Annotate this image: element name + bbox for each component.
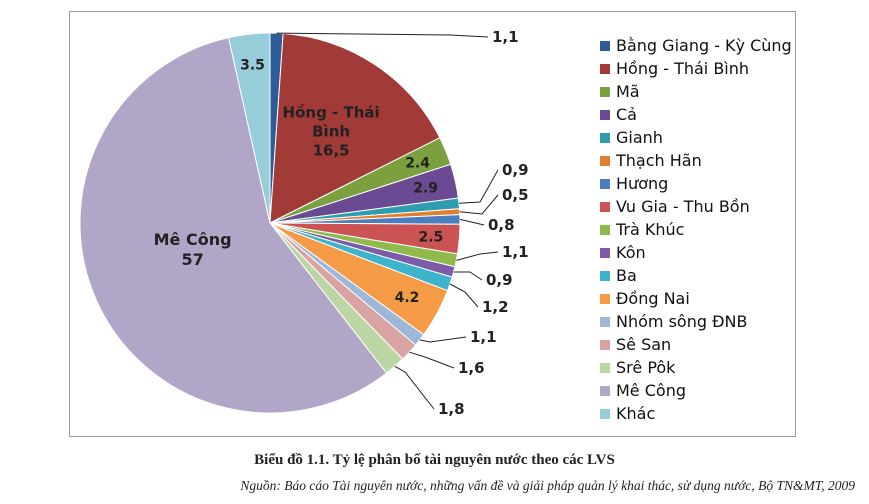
legend-swatch — [600, 179, 610, 189]
slice-label-0: 1,1 — [492, 28, 519, 46]
legend-label: Gianh — [616, 128, 663, 147]
chart-source: Nguồn: Báo cáo Tài nguyên nước, những vấ… — [240, 478, 855, 493]
leader-line-9 — [453, 271, 483, 281]
legend-swatch — [600, 64, 610, 74]
legend-label: Mê Công — [616, 381, 686, 400]
legend-label: Cả — [616, 105, 637, 124]
leader-line-8 — [456, 251, 499, 261]
legend-label: Bằng Giang - Kỳ Cùng — [616, 36, 792, 55]
pie-slice-16 — [227, 32, 271, 224]
legend-item: Hồng - Thái Bình — [600, 60, 800, 83]
leader-line-14 — [394, 365, 435, 410]
leader-line-5 — [459, 194, 499, 215]
legend-swatch — [600, 409, 610, 419]
legend-item: Mã — [600, 83, 800, 106]
legend-item: Ba — [600, 267, 800, 290]
legend-item: Kôn — [600, 244, 800, 267]
leader-line-12 — [419, 336, 467, 343]
legend-item: Nhóm sông ĐNB — [600, 313, 800, 336]
slice-label-3: 2.9 — [413, 181, 438, 197]
legend-item: Thạch Hãn — [600, 152, 800, 175]
slice-label-12: 1,1 — [470, 328, 497, 346]
legend-swatch — [600, 87, 610, 97]
legend-item: Khác — [600, 405, 800, 428]
slice-label-9: 0,9 — [486, 271, 513, 289]
leader-line-0 — [276, 32, 489, 38]
legend-swatch — [600, 363, 610, 373]
legend-label: Nhóm sông ĐNB — [616, 312, 748, 331]
legend-swatch — [600, 110, 610, 120]
legend-item: Đồng Nai — [600, 290, 800, 313]
legend-swatch — [600, 317, 610, 327]
legend-swatch — [600, 41, 610, 51]
pie-slice-15 — [79, 36, 388, 414]
legend-label: Kôn — [616, 243, 646, 262]
legend-label: Hồng - Thái Bình — [616, 59, 750, 78]
legend-swatch — [600, 225, 610, 235]
legend-label: Thạch Hãn — [616, 151, 702, 170]
legend-label: Mã — [616, 82, 640, 101]
legend-item: Bằng Giang - Kỳ Cùng — [600, 37, 800, 60]
legend-swatch — [600, 248, 610, 258]
legend-label: Vu Gia - Thu Bồn — [616, 197, 750, 216]
legend-swatch — [600, 340, 610, 350]
chart-caption: Biểu đồ 1.1. Tỷ lệ phân bố tài nguyên nư… — [254, 452, 615, 468]
legend-item: Cả — [600, 106, 800, 129]
leader-line-13 — [409, 351, 455, 369]
legend-swatch — [600, 202, 610, 212]
legend-item: Gianh — [600, 129, 800, 152]
slice-label-13: 1,6 — [458, 359, 485, 377]
legend-swatch — [600, 386, 610, 396]
legend-swatch — [600, 271, 610, 281]
legend-label: Đồng Nai — [616, 289, 690, 308]
slice-label-15: Mê Công 57 — [154, 230, 232, 269]
legend-label: Ba — [616, 266, 637, 285]
legend-swatch — [600, 156, 610, 166]
slice-label-4: 0,9 — [502, 161, 529, 179]
leader-line-6 — [459, 218, 485, 226]
leader-line-10 — [449, 283, 479, 308]
chart-legend: Bằng Giang - Kỳ Cùng Hồng - Thái Bình Mã Cả… — [600, 37, 800, 428]
legend-item: Srê Pôk — [600, 359, 800, 382]
legend-item: Trà Khúc — [600, 221, 800, 244]
slice-label-16: 3.5 — [240, 57, 265, 73]
slice-label-5: 0,5 — [502, 186, 529, 204]
legend-label: Srê Pôk — [616, 358, 676, 377]
slice-label-6: 0,8 — [488, 216, 515, 234]
slice-label-1: Hồng - Thái Bình 16,5 — [283, 103, 380, 160]
slice-label-8: 1,1 — [502, 243, 529, 261]
legend-item: Hương — [600, 175, 800, 198]
legend-item: Sê San — [600, 336, 800, 359]
slice-label-2: 2.4 — [405, 155, 430, 171]
legend-label: Sê San — [616, 335, 672, 354]
legend-label: Khác — [616, 404, 656, 423]
leader-line-4 — [458, 169, 499, 204]
slice-label-14: 1,8 — [438, 400, 465, 418]
slice-label-7: 2.5 — [418, 230, 443, 246]
legend-item: Vu Gia - Thu Bồn — [600, 198, 800, 221]
legend-label: Trà Khúc — [616, 220, 685, 239]
legend-label: Hương — [616, 174, 669, 193]
pie-chart: Hồng - Thái Bình 16,5 2.4 2.9 2.5 4.2 Mê Công 57… — [79, 28, 529, 418]
slice-label-10: 1,2 — [482, 298, 509, 316]
legend-item: Mê Công — [600, 382, 800, 405]
legend-swatch — [600, 294, 610, 304]
chart-frame: Hồng - Thái Bình 16,5 2.4 2.9 2.5 4.2 Mê Công 57… — [69, 11, 796, 437]
legend-swatch — [600, 133, 610, 143]
pie-slice-1 — [269, 32, 441, 224]
slice-label-11: 4.2 — [395, 290, 420, 306]
